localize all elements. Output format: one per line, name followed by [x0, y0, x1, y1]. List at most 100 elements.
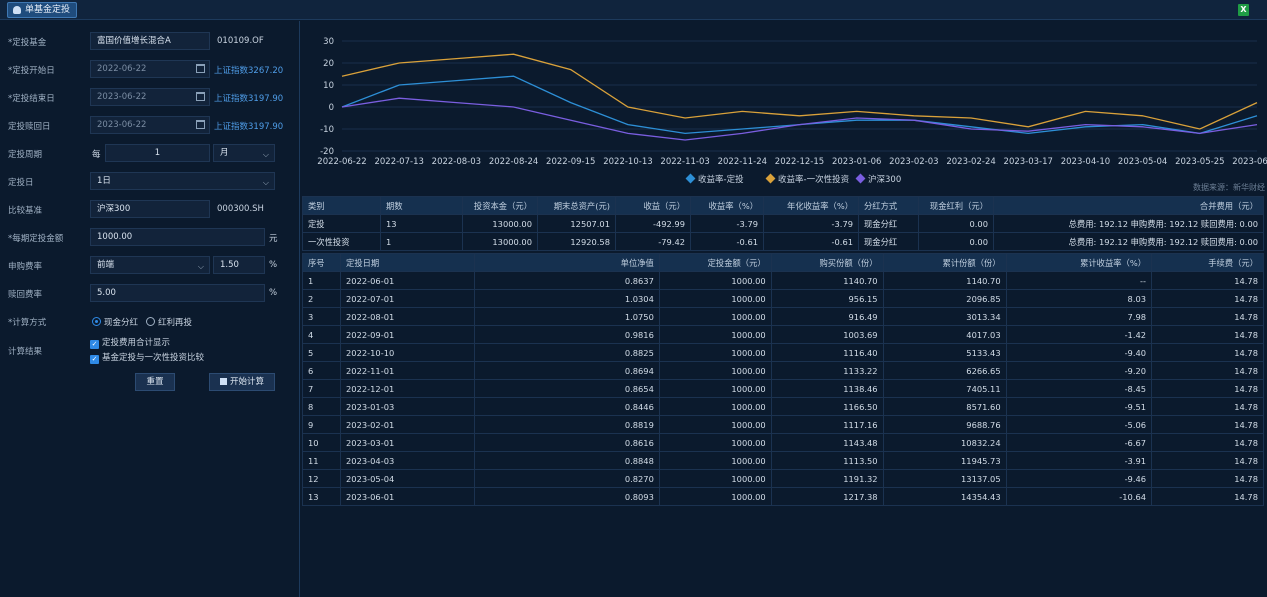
detail-cell: 2022-06-01 [340, 271, 476, 290]
calendar-icon[interactable] [196, 64, 205, 73]
detail-cell: 2022-11-01 [340, 361, 476, 380]
detail-header-cell: 手续费（元） [1151, 253, 1264, 272]
benchmark-input[interactable]: 沪深300 [90, 200, 210, 218]
summary-cell: 1 [380, 232, 463, 251]
summary-cell: 0.00 [918, 214, 994, 233]
x-tick-label: 2022-08-03 [432, 157, 481, 167]
excel-icon[interactable]: X [1238, 4, 1249, 16]
start-date-row: *定投开始日 2022-06-22 上证指数3267.20 [0, 59, 300, 79]
detail-cell: 0.8446 [474, 397, 660, 416]
calc-method-row: *计算方式 现金分红 红利再投 [0, 311, 300, 331]
detail-cell: 14.78 [1151, 469, 1264, 488]
day-row: 定投日 1日 ⌵ [0, 171, 300, 191]
detail-cell: 1000.00 [658, 379, 772, 398]
y-tick-label: 0 [329, 103, 334, 113]
checkbox-fee-total[interactable]: ✓ 定投费用合计显示 [90, 336, 170, 349]
detail-cell: 1000.00 [658, 271, 772, 290]
summary-cell: -492.99 [615, 214, 691, 233]
table-row[interactable]: 10 2023-03-01 0.8616 1000.00 1143.48 10832.24… [301, 433, 1264, 452]
radio-cash-label: 现金分红 [104, 318, 139, 328]
start-date-input[interactable]: 2022-06-22 [90, 60, 210, 78]
summary-cell: 0.00 [918, 232, 994, 251]
detail-cell: 14.78 [1151, 343, 1264, 362]
table-row[interactable]: 2 2022-07-01 1.0304 1000.00 956.15 2096.85 8.0… [301, 289, 1264, 308]
table-row[interactable]: 11 2023-04-03 0.8848 1000.00 1113.50 11945.73… [301, 451, 1264, 470]
summary-header-cell: 年化收益率（%） [763, 196, 859, 215]
detail-cell: 2022-12-01 [340, 379, 476, 398]
radio-icon [92, 317, 101, 326]
redeem-fee-row: 赎回费率 5.00 % [0, 283, 300, 303]
detail-cell: 1000.00 [658, 343, 772, 362]
table-row[interactable]: 12 2023-05-04 0.8270 1000.00 1191.32 13137.05… [301, 469, 1264, 488]
detail-cell: -9.20 [1005, 361, 1153, 380]
summary-row[interactable]: 一次性投资 1 13000.00 12920.58 -79.42 -0.61 -0.61 现金… [302, 232, 1264, 251]
title-bar: 单基金定投 X [0, 0, 1267, 20]
fee-mode-select[interactable]: 前端 ⌵ [90, 256, 210, 274]
x-tick-label: 2022-06-22 [317, 157, 366, 167]
summary-row[interactable]: 定投 13 13000.00 12507.01 -492.99 -3.79 -3.79 现金分… [302, 214, 1264, 233]
x-tick-label: 2023-02-03 [889, 157, 938, 167]
table-row[interactable]: 6 2022-11-01 0.8694 1000.00 1133.22 6266.65 -9… [301, 361, 1264, 380]
start-index: 上证指数3267.20 [214, 66, 284, 76]
fund-input[interactable]: 富国价值增长混合A [90, 32, 210, 50]
summary-cell: 现金分红 [858, 232, 919, 251]
summary-table: 类别 期数 投资本金（元） 期末总资产(元) 收益（元） 收益率（%） 年化收益率（%） 分红… [302, 196, 1264, 251]
detail-cell: 12 [301, 469, 342, 488]
checkbox-compare-label: 基金定投与一次性投资比较 [102, 353, 205, 363]
detail-cell: 1003.69 [770, 325, 884, 344]
x-tick-label: 2023-05-25 [1175, 157, 1224, 167]
table-row[interactable]: 7 2022-12-01 0.8654 1000.00 1138.46 7405.11 -8… [301, 379, 1264, 398]
detail-cell: 14.78 [1151, 307, 1264, 326]
detail-cell: 5 [301, 343, 342, 362]
radio-cash-dividend[interactable]: 现金分红 [92, 316, 138, 328]
detail-cell: 1000.00 [658, 307, 772, 326]
table-row[interactable]: 5 2022-10-10 0.8825 1000.00 1116.40 5133.43 -9… [301, 343, 1264, 362]
detail-cell: 2096.85 [882, 289, 1007, 308]
start-calc-button[interactable]: 开始计算 [209, 373, 275, 391]
x-tick-label: 2023-04-10 [1061, 157, 1110, 167]
redeem-date-input[interactable]: 2023-06-22 [90, 116, 210, 134]
detail-cell: 3 [301, 307, 342, 326]
checkbox-compare[interactable]: ✓ 基金定投与一次性投资比较 [90, 351, 204, 364]
radio-reinvest[interactable]: 红利再投 [146, 316, 192, 328]
fee-rate-input[interactable]: 1.50 [213, 256, 265, 274]
user-icon [13, 6, 21, 14]
table-row[interactable]: 3 2022-08-01 1.0750 1000.00 916.49 3013.34 7.9… [301, 307, 1264, 326]
radio-reinvest-label: 红利再投 [158, 318, 193, 328]
detail-cell: 916.49 [770, 307, 884, 326]
redeem-fee-label: 赎回费率 [8, 290, 43, 300]
calculator-icon [219, 378, 227, 385]
detail-cell: 1166.50 [770, 397, 884, 416]
day-select[interactable]: 1日 ⌵ [90, 172, 275, 190]
amount-input[interactable]: 1000.00 [90, 228, 265, 246]
table-row[interactable]: 13 2023-06-01 0.8093 1000.00 1217.38 14354.43… [301, 487, 1264, 506]
period-unit-select[interactable]: 月 ⌵ [213, 144, 275, 162]
table-row[interactable]: 9 2023-02-01 0.8819 1000.00 1117.16 9688.76 -5… [301, 415, 1264, 434]
y-tick-label: 30 [323, 37, 334, 47]
table-row[interactable]: 8 2023-01-03 0.8446 1000.00 1166.50 8571.60 -9… [301, 397, 1264, 416]
detail-cell: 14.78 [1151, 397, 1264, 416]
table-row[interactable]: 4 2022-09-01 0.9816 1000.00 1003.69 4017.03 -1… [301, 325, 1264, 344]
tab-single-fund-plan[interactable]: 单基金定投 [7, 2, 78, 18]
calc-method-label: *计算方式 [8, 318, 47, 328]
summary-header-cell: 分红方式 [858, 196, 919, 215]
table-row[interactable]: 1 2022-06-01 0.8637 1000.00 1140.70 1140.70 --… [301, 271, 1264, 290]
legend-marker [765, 173, 776, 184]
summary-cell: 13000.00 [462, 214, 538, 233]
calendar-icon[interactable] [196, 92, 205, 101]
end-date-value: 2023-06-22 [97, 92, 147, 102]
calendar-icon[interactable] [196, 120, 205, 129]
period-input[interactable]: 1 [105, 144, 210, 162]
detail-cell: 1133.22 [770, 361, 884, 380]
reset-button[interactable]: 重置 [135, 373, 175, 391]
chevron-down-icon: ⌵ [197, 262, 204, 271]
detail-cell: 14.78 [1151, 433, 1264, 452]
detail-cell: 13 [301, 487, 342, 506]
detail-cell: 8 [301, 397, 342, 416]
detail-cell: 8.03 [1005, 289, 1153, 308]
detail-cell: 1191.32 [770, 469, 884, 488]
detail-cell: -3.91 [1005, 451, 1153, 470]
end-date-input[interactable]: 2023-06-22 [90, 88, 210, 106]
redeem-fee-input[interactable]: 5.00 [90, 284, 265, 302]
fee-mode-value: 前端 [97, 260, 115, 270]
